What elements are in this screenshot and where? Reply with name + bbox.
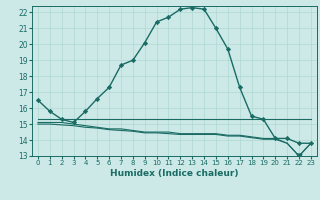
X-axis label: Humidex (Indice chaleur): Humidex (Indice chaleur) (110, 169, 239, 178)
